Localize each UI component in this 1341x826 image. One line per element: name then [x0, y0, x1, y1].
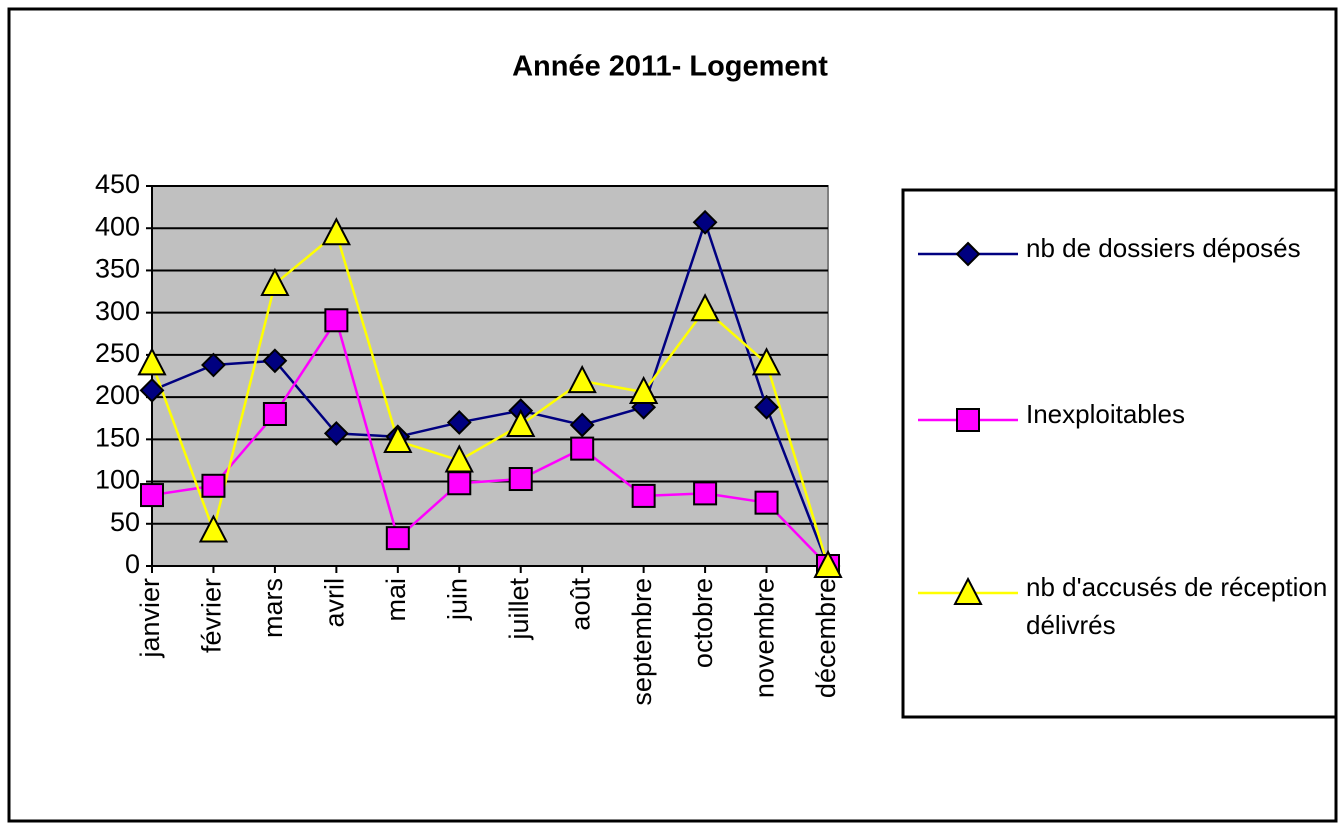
x-tick-label: mai: [381, 578, 411, 622]
x-tick-label: juin: [442, 578, 472, 621]
data-point: [751, 347, 782, 376]
chart-title: Année 2011- Logement: [512, 51, 828, 83]
data-point: [383, 424, 413, 454]
data-point: [754, 490, 779, 515]
y-tick-label: 150: [95, 422, 140, 452]
data-point: [260, 267, 290, 296]
y-tick-label: 400: [95, 211, 140, 241]
y-tick-label: 50: [110, 507, 140, 537]
data-point: [447, 471, 472, 496]
data-point: [508, 467, 533, 492]
x-tick-label: janvier: [135, 578, 165, 659]
y-tick-label: 200: [95, 380, 140, 410]
legend-entry: Inexploitables: [1026, 399, 1185, 429]
x-tick-label: avril: [319, 578, 349, 628]
y-tick-label: 100: [95, 465, 140, 495]
data-point: [692, 209, 718, 235]
data-point: [262, 348, 288, 374]
x-tick-label: novembre: [750, 578, 780, 698]
data-point: [570, 436, 595, 461]
data-point: [201, 352, 226, 378]
x-tick-label: septembre: [627, 578, 657, 706]
data-point: [321, 217, 352, 246]
legend: [901, 188, 1338, 719]
legend-entry: nb de dossiers déposés: [1026, 233, 1301, 263]
data-point: [140, 483, 164, 508]
data-point: [201, 473, 226, 498]
legend-marker: [953, 576, 983, 605]
data-point: [628, 375, 659, 405]
plot-area: [151, 185, 829, 567]
legend-label: nb de dossiers déposés: [1026, 233, 1301, 263]
data-point: [444, 444, 474, 473]
data-point: [506, 408, 536, 437]
data-point: [385, 526, 410, 551]
data-point: [567, 364, 597, 394]
y-tick-label: 0: [125, 549, 140, 579]
x-tick-label: août: [565, 578, 595, 631]
data-point: [569, 412, 595, 438]
legend-marker: [956, 408, 980, 432]
data-point: [262, 402, 287, 426]
x-tick-label: février: [197, 578, 227, 653]
legend-label: nb d'accusés de réception délivrés: [1026, 572, 1328, 640]
y-tick-label: 350: [95, 254, 140, 284]
legend-label: Inexploitables: [1026, 399, 1185, 429]
data-point: [137, 347, 167, 376]
data-point: [324, 308, 349, 333]
x-tick-label: juillet: [504, 578, 534, 641]
x-tick-label: octobre: [688, 578, 718, 668]
data-point: [139, 377, 165, 403]
data-point: [198, 514, 229, 543]
y-tick-label: 300: [95, 296, 140, 326]
x-tick-label: décembre: [811, 578, 841, 698]
data-point: [754, 394, 779, 420]
y-tick-label: 250: [95, 338, 140, 368]
legend-marker: [955, 241, 981, 267]
data-point: [690, 293, 720, 322]
legend-entry: nb d'accusés de réception délivrés: [1026, 572, 1328, 640]
data-point: [446, 410, 472, 435]
data-point: [631, 483, 656, 508]
data-point: [323, 421, 349, 446]
data-point: [693, 481, 718, 506]
y-tick-label: 450: [95, 169, 140, 199]
x-tick-label: mars: [258, 578, 288, 638]
data-point: [813, 549, 843, 578]
